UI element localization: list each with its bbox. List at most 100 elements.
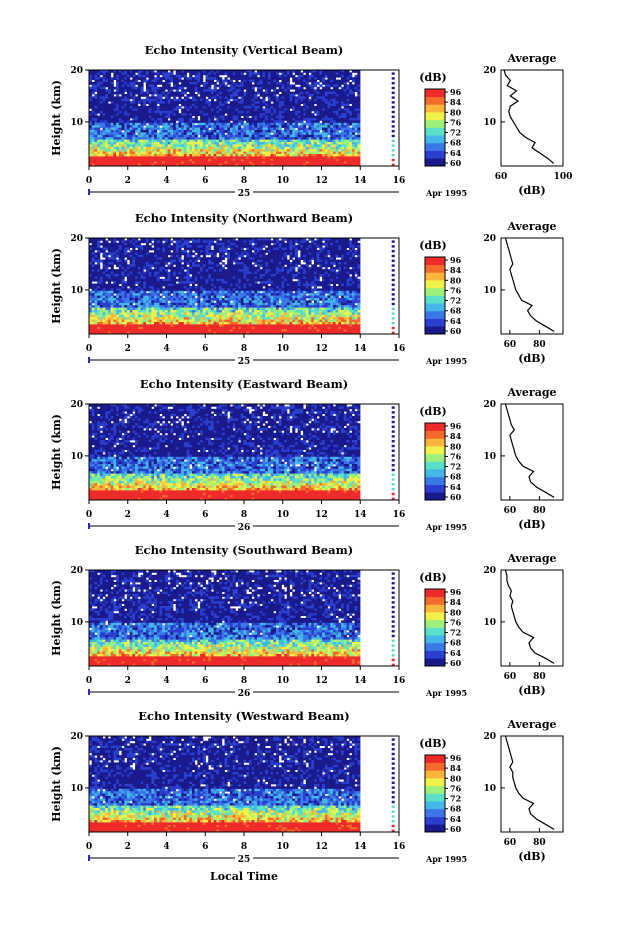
heatmap-cell: [281, 257, 284, 260]
heatmap-cell: [273, 240, 276, 243]
heatmap-cell: [187, 113, 190, 116]
heatmap-cell: [170, 257, 173, 260]
heatmap-cell: [238, 130, 241, 133]
heatmap-cell: [138, 250, 141, 253]
heatmap-cell: [344, 149, 347, 152]
heatmap-cell: [132, 245, 135, 248]
heatmap-cell: [344, 77, 347, 80]
heatmap-cell: [140, 149, 143, 152]
heatmap-cell: [252, 106, 255, 109]
heatmap-cell: [303, 132, 306, 135]
heatmap-cell: [178, 152, 181, 155]
heatmap-cell: [227, 96, 230, 99]
heatmap-cell: [222, 257, 225, 260]
heatmap-cell: [319, 142, 322, 145]
heatmap-cell: [146, 260, 149, 263]
heatmap-cell: [249, 140, 252, 143]
heatmap-cell: [317, 111, 320, 114]
heatmap-cell: [257, 118, 260, 121]
heatmap-cell: [333, 101, 336, 104]
heatmap-cell: [306, 260, 309, 263]
heatmap-cell: [257, 104, 260, 107]
heatmap-cell: [262, 159, 265, 162]
heatmap-cell: [303, 156, 306, 159]
heatmap-cell: [295, 161, 298, 164]
heatmap-cell: [268, 142, 271, 145]
heatmap-cell: [149, 72, 152, 75]
heatmap-cell: [189, 101, 192, 104]
heatmap-cell: [200, 75, 203, 78]
heatmap-cell: [235, 89, 238, 92]
heatmap-cell: [238, 144, 241, 147]
heatmap-cell: [208, 154, 211, 157]
heatmap-cell: [206, 94, 209, 97]
heatmap-cell: [94, 101, 97, 104]
heatmap-cell: [254, 130, 257, 133]
heatmap-cell: [260, 89, 263, 92]
heatmap-cell: [311, 96, 314, 99]
heatmap-cell: [262, 161, 265, 164]
heatmap-cell: [105, 243, 108, 246]
heatmap-cell: [211, 257, 214, 260]
heatmap-cell: [327, 104, 330, 107]
heatmap-cell: [119, 92, 122, 95]
heatmap-cell: [159, 92, 162, 95]
heatmap-cell: [268, 82, 271, 85]
heatmap-cell: [119, 82, 122, 85]
heatmap-cell: [262, 92, 265, 95]
heatmap-cell: [113, 144, 116, 147]
heatmap-cell: [192, 123, 195, 126]
heatmap-cell: [140, 101, 143, 104]
heatmap-cell: [319, 264, 322, 267]
heatmap-cell: [122, 108, 125, 111]
heatmap-cell: [281, 108, 284, 111]
heatmap-cell: [287, 130, 290, 133]
heatmap-cell: [135, 240, 138, 243]
heatmap-cell: [276, 132, 279, 135]
heatmap-cell: [189, 252, 192, 255]
heatmap-cell: [192, 82, 195, 85]
heatmap-cell: [225, 92, 228, 95]
heatmap-cell: [238, 250, 241, 253]
heatmap-cell: [214, 144, 217, 147]
heatmap-cell: [227, 152, 230, 155]
heatmap-cell: [111, 82, 114, 85]
heatmap-cell: [271, 118, 274, 121]
heatmap-cell: [330, 142, 333, 145]
heatmap-cell: [159, 252, 162, 255]
heatmap-cell: [325, 243, 328, 246]
heatmap-cell: [94, 89, 97, 92]
heatmap-cell: [254, 142, 257, 145]
heatmap-cell: [262, 96, 265, 99]
heatmap-cell: [184, 152, 187, 155]
heatmap-cell: [154, 144, 157, 147]
heatmap-cell: [211, 152, 214, 155]
heatmap-cell: [206, 111, 209, 114]
heatmap-cell: [108, 152, 111, 155]
heatmap-cell: [97, 156, 100, 159]
heatmap-cell: [97, 147, 100, 150]
heatmap-cell: [92, 149, 95, 152]
heatmap-cell: [94, 255, 97, 258]
colorbar-tick-label: 72: [450, 128, 461, 138]
heatmap-cell: [252, 84, 255, 87]
heatmap-cell: [317, 101, 320, 104]
heatmap-cell: [214, 264, 217, 267]
heatmap-cell: [346, 116, 349, 119]
heatmap-cell: [206, 159, 209, 162]
heatmap-cell: [97, 104, 100, 107]
heatmap-cell: [290, 128, 293, 131]
heatmap-cell: [184, 262, 187, 265]
heatmap-cell: [168, 84, 171, 87]
heatmap-cell: [122, 245, 125, 248]
heatmap-cell: [192, 89, 195, 92]
heatmap-cell: [119, 77, 122, 80]
heatmap-cell: [271, 72, 274, 75]
heatmap-cell: [146, 144, 149, 147]
heatmap-cell: [108, 94, 111, 97]
heatmap-cell: [181, 149, 184, 152]
heatmap-cell: [317, 149, 320, 152]
heatmap-cell: [162, 156, 165, 159]
heatmap-cell: [184, 137, 187, 140]
heatmap-cell: [132, 120, 135, 123]
